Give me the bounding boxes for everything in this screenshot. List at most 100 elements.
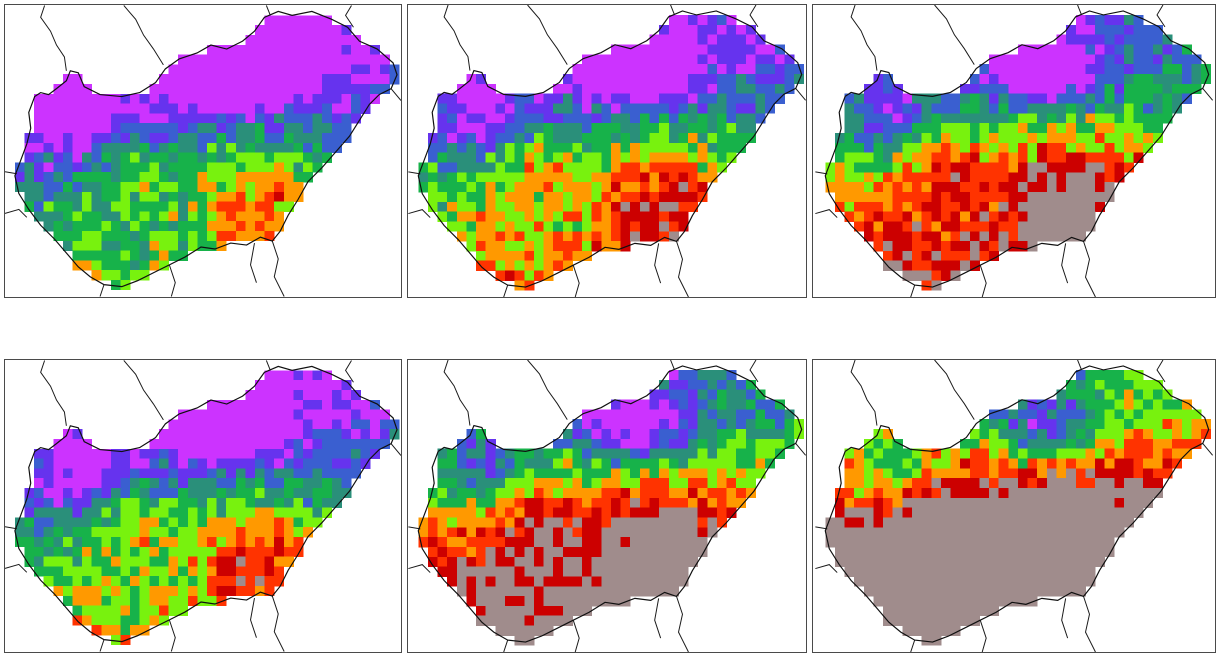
grid-cell <box>476 468 487 479</box>
grid-cell <box>863 517 874 528</box>
grid-cell <box>1075 586 1086 597</box>
grid-cell <box>485 182 496 193</box>
grid-cell <box>716 34 727 45</box>
grid-cell <box>553 497 564 508</box>
grid-cell <box>168 546 179 557</box>
grid-cell <box>543 113 554 124</box>
neighbour-border-line <box>40 360 67 426</box>
grid-cell <box>649 448 660 459</box>
grid-cell <box>427 527 438 538</box>
grid-cell <box>158 536 169 548</box>
grid-cell <box>216 221 227 232</box>
grid-cell <box>197 566 208 577</box>
grid-cell <box>149 93 160 104</box>
grid-cell <box>659 438 670 449</box>
grid-cell <box>844 497 855 508</box>
grid-cell <box>254 576 265 587</box>
grid-cell <box>745 93 756 104</box>
grid-cell <box>553 103 564 114</box>
grid-cell <box>1075 419 1086 430</box>
grid-cell <box>582 576 593 587</box>
grid-cell <box>659 73 670 85</box>
grid-cell <box>226 487 237 499</box>
grid-cell <box>437 487 448 499</box>
grid-cell <box>998 152 1009 163</box>
grid-cell <box>533 487 544 499</box>
grid-cell <box>447 478 458 489</box>
grid-cell <box>149 162 160 173</box>
grid-cell <box>149 605 160 616</box>
grid-cell <box>245 34 256 46</box>
grid-cell <box>873 172 884 183</box>
grid-cell <box>62 478 73 489</box>
grid-cell <box>1133 468 1144 479</box>
grid-cell <box>1075 73 1086 85</box>
grid-cell <box>187 419 198 430</box>
grid-cell <box>1075 201 1086 212</box>
neighbour-border-line <box>408 564 431 573</box>
grid-cell <box>254 517 265 528</box>
grid-cell <box>293 429 304 440</box>
grid-cell <box>873 221 884 232</box>
grid-cell <box>931 191 942 203</box>
grid-cell <box>72 458 83 469</box>
grid-cell <box>91 103 102 114</box>
grid-cell <box>72 497 83 508</box>
grid-cell <box>168 507 179 518</box>
grid-cell <box>524 478 535 489</box>
grid-cell <box>322 64 333 75</box>
grid-cell <box>969 172 980 183</box>
grid-cell <box>235 54 246 65</box>
grid-cell <box>678 73 689 85</box>
grid-cell <box>553 478 564 489</box>
grid-cell <box>485 556 496 567</box>
grid-cell <box>274 152 285 163</box>
grid-cell <box>1075 478 1086 489</box>
grid-cell <box>844 201 855 212</box>
grid-cell <box>293 25 304 36</box>
grid-cell <box>562 605 573 617</box>
grid-cell <box>53 132 64 144</box>
grid-cell <box>524 132 535 144</box>
grid-cell <box>1114 172 1125 183</box>
map-panel-4 <box>4 359 402 653</box>
grid-cell <box>745 389 756 400</box>
grid-cell <box>854 576 865 587</box>
grid-cell <box>351 429 362 440</box>
grid-cell <box>82 123 93 134</box>
grid-cell <box>639 172 650 183</box>
grid-cell <box>745 419 756 430</box>
grid-cell <box>235 152 246 163</box>
grid-cell <box>427 132 438 144</box>
grid-cell <box>437 152 448 163</box>
grid-cell <box>504 625 516 636</box>
grid-cell <box>226 576 237 587</box>
grid-cell <box>726 73 737 85</box>
grid-cell <box>331 64 342 75</box>
grid-cell <box>736 438 747 449</box>
grid-cell <box>274 34 285 46</box>
grid-cell <box>960 241 971 252</box>
grid-cell <box>1095 389 1106 400</box>
grid-cell <box>72 162 83 173</box>
grid-cell <box>72 191 83 202</box>
grid-cell <box>187 527 198 538</box>
grid-cell <box>466 537 477 548</box>
grid-cell <box>168 240 179 251</box>
grid-cell <box>149 497 160 508</box>
grid-cell <box>187 497 198 508</box>
grid-cell <box>1133 64 1144 75</box>
grid-cell <box>235 448 246 459</box>
grid-cell <box>883 605 894 617</box>
grid-cell <box>668 231 679 242</box>
grid-cell <box>72 566 83 577</box>
grid-cell <box>254 536 265 548</box>
grid-cell <box>1008 201 1019 212</box>
grid-cell <box>989 123 1000 134</box>
grid-cell <box>245 93 256 104</box>
grid-cell <box>139 527 150 538</box>
grid-cell <box>1104 458 1115 469</box>
grid-cell <box>883 113 894 124</box>
grid-cell <box>524 566 535 577</box>
grid-cell <box>206 438 217 450</box>
